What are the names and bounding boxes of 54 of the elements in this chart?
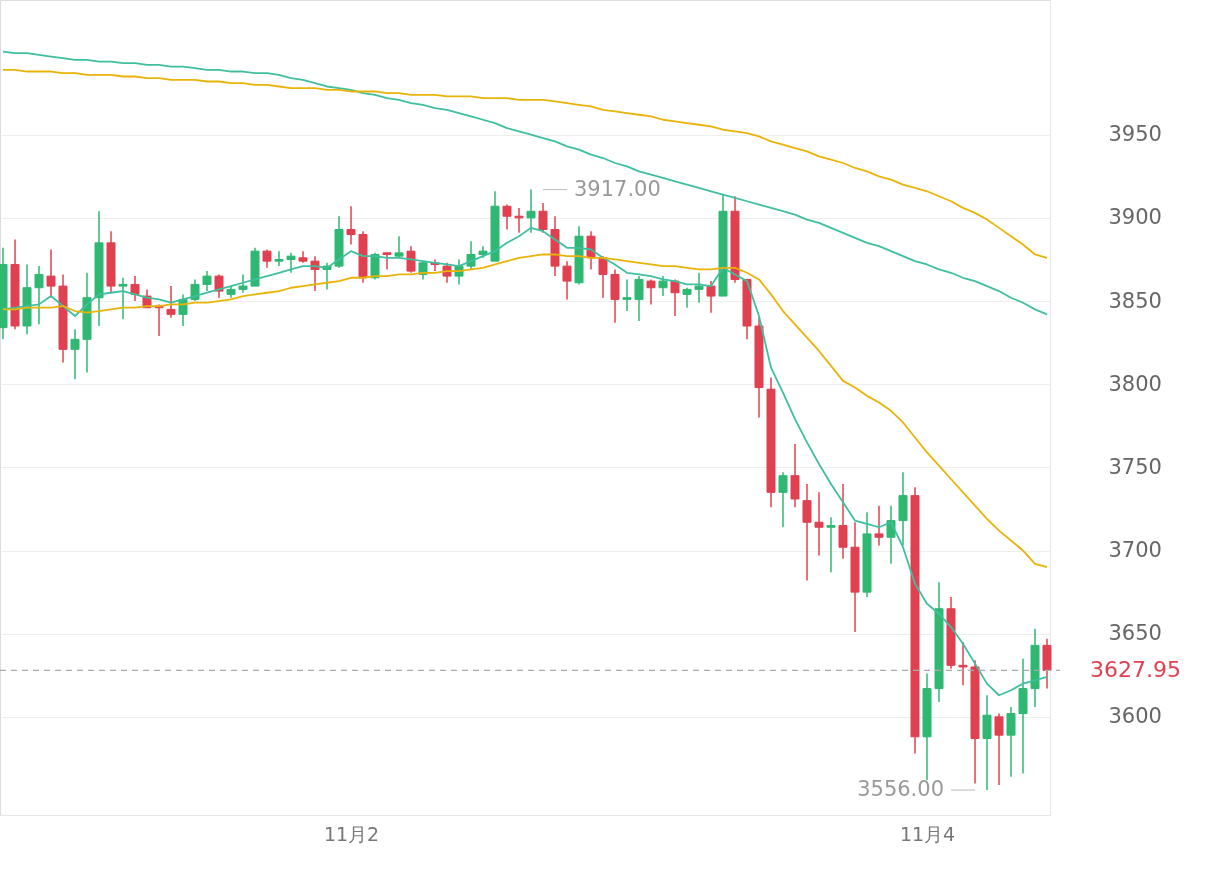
candlestick — [262, 248, 272, 269]
annotation: 3917.00 — [574, 176, 661, 201]
y-tick-label: 3600 — [1108, 704, 1162, 729]
candlestick — [670, 278, 680, 317]
candlestick — [994, 712, 1004, 786]
candlestick — [646, 278, 656, 306]
candlestick — [802, 483, 812, 582]
candlestick — [706, 280, 716, 314]
candlestick — [166, 285, 176, 319]
candlestick — [622, 278, 632, 312]
candlestick — [634, 275, 644, 322]
candlestick — [814, 491, 824, 557]
candlestick — [286, 252, 296, 274]
candlestick — [514, 207, 524, 234]
candlestick — [526, 188, 536, 234]
candlestick — [826, 516, 836, 573]
y-tick-label: 3750 — [1108, 454, 1162, 479]
line-series — [2, 50, 1048, 316]
candlestick — [694, 272, 704, 304]
candlestick — [406, 245, 416, 274]
candlestick — [958, 641, 968, 687]
annotation: 3556.00 — [857, 777, 944, 802]
candlestick — [538, 202, 548, 234]
candlestick — [982, 694, 992, 791]
candlestick — [562, 260, 572, 301]
candlestick — [274, 250, 284, 267]
y-tick-label: 3650 — [1108, 621, 1162, 646]
candlestick — [598, 255, 608, 299]
y-tick-label: 3800 — [1108, 371, 1162, 396]
x-tick-label: 11月2 — [323, 822, 380, 845]
candlestick — [778, 471, 788, 529]
candlestick — [382, 252, 392, 271]
candlestick — [202, 270, 212, 292]
candlestick — [238, 273, 248, 294]
ref-line-label: 3627.95 — [1090, 657, 1181, 683]
candlestick — [682, 286, 692, 309]
candlestick — [346, 205, 356, 246]
candlestick — [118, 277, 128, 321]
candlestick — [874, 504, 884, 547]
candlestick — [1006, 706, 1016, 778]
candlestick — [46, 248, 56, 299]
y-tick-label: 3700 — [1108, 538, 1162, 563]
candlestick — [658, 275, 668, 297]
y-tick-label: 3900 — [1108, 205, 1162, 230]
candlestick — [502, 203, 512, 231]
candlestick — [70, 328, 80, 380]
y-tick-label: 3950 — [1108, 122, 1162, 147]
x-tick-label: 11月4 — [899, 822, 956, 845]
candlestick — [790, 443, 800, 509]
candlestick — [34, 265, 44, 326]
candlestick — [130, 275, 140, 302]
candlestick — [838, 483, 848, 560]
line-series — [2, 68, 1048, 259]
y-tick-label: 3850 — [1108, 288, 1162, 313]
